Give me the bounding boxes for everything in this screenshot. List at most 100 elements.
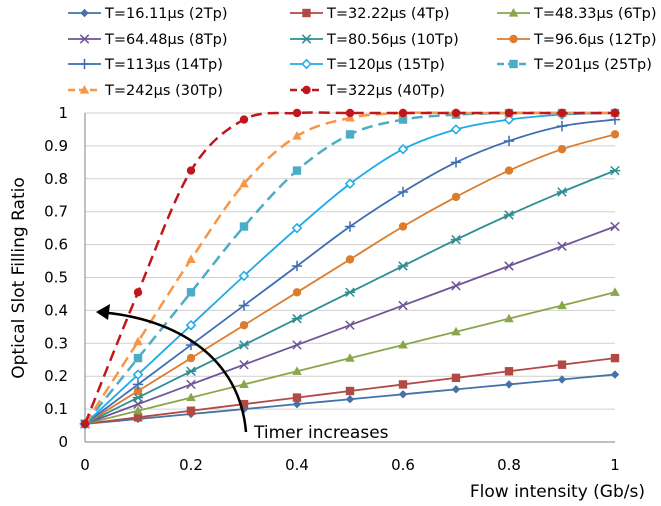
data-point [504, 261, 514, 271]
series-line [84, 118, 616, 425]
legend-label: T=96.6µs (12Tp) [533, 32, 657, 48]
data-point [292, 166, 302, 175]
y-tick-label: 0.8 [44, 170, 68, 188]
data-point [398, 390, 408, 399]
data-point [557, 241, 567, 251]
series-11 [80, 108, 620, 429]
data-point [238, 270, 250, 282]
data-point [239, 399, 249, 409]
data-point [397, 186, 409, 198]
data-point [239, 178, 249, 188]
data-point [292, 340, 302, 350]
legend-label: T=113µs (14Tp) [104, 57, 223, 73]
data-point [504, 313, 514, 323]
data-point [239, 379, 249, 389]
x-axis-label: Flow intensity (Gb/s) [470, 482, 645, 502]
x-tick-label: 0.6 [391, 456, 415, 474]
data-point [451, 108, 461, 118]
data-point [610, 108, 620, 118]
data-point [450, 124, 462, 135]
data-point [291, 222, 303, 234]
data-point [133, 405, 143, 415]
data-point [344, 178, 356, 189]
data-point [133, 353, 143, 363]
data-point [503, 114, 515, 125]
x-tick-labels: 0 0.2 0.4 0.6 0.8 1 [80, 456, 620, 474]
y-tick-labels: 0 0.1 0.2 0.3 0.4 0.5 0.6 0.7 0.8 0.9 1 [44, 104, 68, 451]
series-1 [80, 370, 620, 429]
data-point [610, 130, 620, 139]
timer-arrow [97, 310, 248, 433]
data-point [132, 369, 144, 380]
data-point [344, 287, 356, 298]
legend-item: T=113µs (14Tp) [68, 57, 223, 73]
data-point [185, 319, 197, 331]
data-point [239, 321, 249, 330]
series-line [84, 133, 616, 425]
data-point [132, 392, 144, 403]
data-point [398, 339, 408, 349]
data-point [133, 288, 143, 297]
legend-item: T=80.56µs (10Tp) [290, 32, 459, 48]
legend: T=16.11µs (2Tp) T=32.22µs (4Tp) T=48.33µs … [68, 6, 657, 99]
legend-swatch-marker [79, 58, 90, 70]
data-point [557, 300, 567, 310]
data-point [451, 385, 461, 394]
data-point [610, 221, 620, 232]
data-point [186, 254, 196, 264]
data-point [398, 300, 408, 311]
series-8 [79, 107, 621, 430]
y-tick-label: 0.7 [44, 203, 68, 221]
data-point [556, 120, 568, 132]
legend-swatch-marker [79, 34, 90, 44]
axes [84, 113, 615, 443]
legend-swatch-marker [302, 8, 311, 18]
annotation-text: Timer increases [253, 423, 389, 443]
legend-item: T=64.48µs (8Tp) [68, 32, 228, 48]
data-point [451, 280, 461, 291]
data-point [132, 379, 144, 390]
data-point [397, 261, 409, 271]
series-line [83, 111, 615, 425]
annotation: Timer increases [96, 304, 389, 443]
data-point [186, 406, 196, 415]
timer-arrow-head [96, 304, 110, 320]
data-point [610, 287, 620, 296]
data-point [345, 130, 355, 139]
data-point [504, 367, 514, 376]
y-tick-label: 0 [58, 433, 68, 451]
data-point [80, 419, 90, 429]
data-point [345, 255, 355, 264]
legend-label: T=201µs (25Tp) [533, 57, 652, 73]
data-point [503, 210, 515, 220]
legend-label: T=242µs (30Tp) [104, 83, 223, 99]
series-line [84, 112, 616, 425]
data-point [239, 222, 249, 231]
data-point [133, 413, 143, 422]
data-point [398, 222, 408, 231]
data-point [398, 115, 408, 124]
series-line [84, 169, 616, 425]
data-point [450, 157, 462, 168]
data-point [610, 353, 620, 363]
y-tick-label: 0.4 [44, 301, 68, 319]
data-point [345, 395, 355, 404]
y-tick-label: 0.6 [44, 236, 68, 254]
data-point [292, 131, 302, 140]
legend-swatch-marker [80, 8, 89, 18]
legend-item: T=96.6µs (12Tp) [497, 32, 657, 48]
data-point [133, 386, 143, 396]
y-axis-label: Optical Slot Filling Ratio [9, 177, 29, 379]
data-point [186, 379, 196, 390]
data-point [291, 260, 303, 272]
data-point [557, 375, 567, 384]
y-tick-label: 0.2 [44, 367, 68, 385]
data-point [345, 320, 355, 330]
legend-label: T=16.11µs (2Tp) [104, 6, 228, 22]
legend-label: T=48.33µs (6Tp) [533, 6, 657, 22]
data-point [344, 221, 356, 232]
legend-item: T=242µs (30Tp) [68, 83, 223, 99]
data-point [292, 366, 302, 375]
data-point [185, 366, 197, 376]
